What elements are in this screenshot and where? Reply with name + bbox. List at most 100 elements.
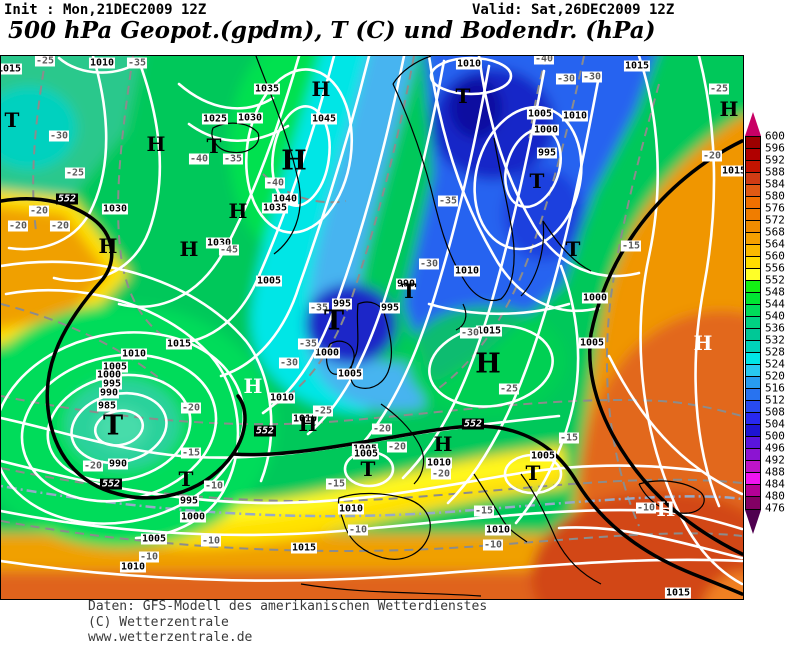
- map-label-temperature: -25: [498, 383, 520, 395]
- colorbar-cell: [746, 149, 760, 161]
- map-label-pressure: 1000: [95, 369, 123, 381]
- colorbar-tick-label: 560: [765, 249, 785, 263]
- map-label-pressure: 1010: [453, 265, 481, 277]
- map-label-temperature: -30: [555, 73, 577, 85]
- colorbar-cell: [746, 365, 760, 377]
- map-label-pressure: 1010: [268, 392, 296, 404]
- colorbar-cell: [746, 413, 760, 425]
- map-label-pressure: 1015: [664, 587, 692, 599]
- colorbar-cell: [746, 389, 760, 401]
- map-label-temperature: -15: [558, 432, 580, 444]
- colorbar-cell: [746, 473, 760, 485]
- map-label-pressure: 995: [178, 495, 200, 507]
- chart-title: 500 hPa Geopot.(gpdm), T (C) und Bodendr…: [8, 17, 656, 44]
- pressure-center-letter: H: [228, 199, 248, 223]
- map-label-pressure: 1010: [88, 57, 116, 69]
- map-label-pressure: 990: [98, 387, 120, 399]
- colorbar-tick-label: 572: [765, 213, 785, 227]
- map-label-pressure: 1015: [1, 63, 23, 75]
- map-label-pressure: 1005: [578, 337, 606, 349]
- map-label-pressure: 1030: [205, 237, 233, 249]
- map-label-temperature: -10: [347, 524, 369, 536]
- map-label-pressure: 1030: [236, 112, 264, 124]
- colorbar-cell: [746, 293, 760, 305]
- colorbar-tick-label: 552: [765, 273, 785, 287]
- colorbar-tick-label: 508: [765, 405, 785, 419]
- pressure-center-letter: T: [4, 108, 20, 132]
- map-label-temperature: -25: [64, 167, 86, 179]
- map-label-geopotential: 552: [253, 425, 277, 437]
- colorbar-cell: [746, 245, 760, 257]
- colorbar-cell: [746, 485, 760, 497]
- valid-time-label: Valid: Sat,26DEC2009 12Z: [472, 2, 675, 18]
- colorbar-cell: [746, 197, 760, 209]
- map-label-temperature: -10: [635, 502, 657, 514]
- map-label-temperature: -40: [264, 177, 286, 189]
- map-label-geopotential: 552: [55, 193, 79, 205]
- colorbar-cell: [746, 233, 760, 245]
- pressure-center-letter: T: [178, 467, 194, 491]
- map-label-pressure: 1005: [101, 361, 129, 373]
- map-label-temperature: -25: [34, 55, 56, 67]
- colorbar-tick-label: 580: [765, 189, 785, 203]
- pressure-center-letter: H: [693, 331, 713, 355]
- colorbar-arrow-down-icon: [745, 510, 761, 534]
- map-label-geopotential: 552: [99, 478, 123, 490]
- pressure-center-letter: H: [298, 412, 318, 436]
- map-label-temperature: -35: [308, 302, 330, 314]
- map-label-temperature: -35: [222, 153, 244, 165]
- init-time-label: Init : Mon,21DEC2009 12Z: [4, 2, 207, 18]
- map-label-temperature: -20: [386, 441, 408, 453]
- map-label-pressure: 1010: [561, 110, 589, 122]
- colorbar-tick-label: 576: [765, 201, 785, 215]
- colorbar-tick-label: 556: [765, 261, 785, 275]
- map-label-pressure: 1010: [425, 457, 453, 469]
- colorbar-tick-label: 592: [765, 153, 785, 167]
- map-label-temperature: -15: [473, 505, 495, 517]
- map-label-pressure: 990: [395, 278, 417, 290]
- map-label-pressure: 1015: [290, 542, 318, 554]
- map-label-temperature: -30: [418, 258, 440, 270]
- pressure-center-letter: H: [433, 432, 453, 456]
- colorbar-cell: [746, 173, 760, 185]
- footer-copyright: (C) Wetterzentrale: [88, 615, 229, 630]
- footer-url: www.wetterzentrale.de: [88, 630, 253, 645]
- colorbar-tick-label: 492: [765, 453, 785, 467]
- colorbar-tick-label: 504: [765, 417, 785, 431]
- map-label-temperature: -20: [49, 220, 71, 232]
- colorbar-cell: [746, 281, 760, 293]
- map-label-temperature: -20: [701, 150, 723, 162]
- colorbar-cell: [746, 329, 760, 341]
- map-label-temperature: -20: [371, 423, 393, 435]
- colorbar: 600 596 592 588 584 580 576 572 568 564 560 556 552 5…: [744, 110, 790, 560]
- colorbar-cell: [746, 269, 760, 281]
- map-label-temperature: -20: [7, 220, 29, 232]
- map-label-temperature: -35: [126, 57, 148, 69]
- map-label-temperature: -20: [82, 460, 104, 472]
- colorbar-cell: [746, 437, 760, 449]
- colorbar-cell: [746, 221, 760, 233]
- pressure-center-letter: T: [565, 237, 581, 261]
- map-label-pressure: 1025: [201, 113, 229, 125]
- colorbar-cell: [746, 461, 760, 473]
- map-label-temperature: -15: [325, 478, 347, 490]
- colorbar-tick-label: 532: [765, 333, 785, 347]
- color-field: [1, 56, 743, 599]
- colorbar-tick-label: 600: [765, 129, 785, 143]
- colorbar-tick-label: 564: [765, 237, 785, 251]
- map-label-pressure: 1015: [720, 165, 743, 177]
- map-label-pressure: 1015: [623, 60, 651, 72]
- map-label-pressure: 1010: [291, 413, 319, 425]
- map-label-temperature: -35: [437, 195, 459, 207]
- map-label-temperature: -30: [459, 327, 481, 339]
- map-label-temperature: -30: [581, 71, 603, 83]
- map-label-pressure: 1000: [313, 347, 341, 359]
- colorbar-tick-label: 516: [765, 381, 785, 395]
- map-label-temperature: -10: [482, 539, 504, 551]
- colorbar-tick-label: 496: [765, 441, 785, 455]
- pressure-center-letter: H: [475, 348, 501, 380]
- map-label-pressure: 1010: [337, 503, 365, 515]
- pressure-center-letter: H: [146, 132, 166, 156]
- map-label-pressure: 1045: [310, 113, 338, 125]
- map-label-pressure: 1010: [120, 348, 148, 360]
